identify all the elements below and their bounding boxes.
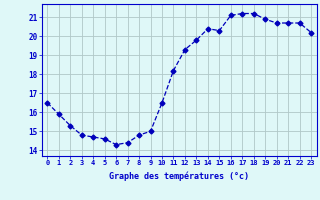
X-axis label: Graphe des températures (°c): Graphe des températures (°c) <box>109 172 249 181</box>
